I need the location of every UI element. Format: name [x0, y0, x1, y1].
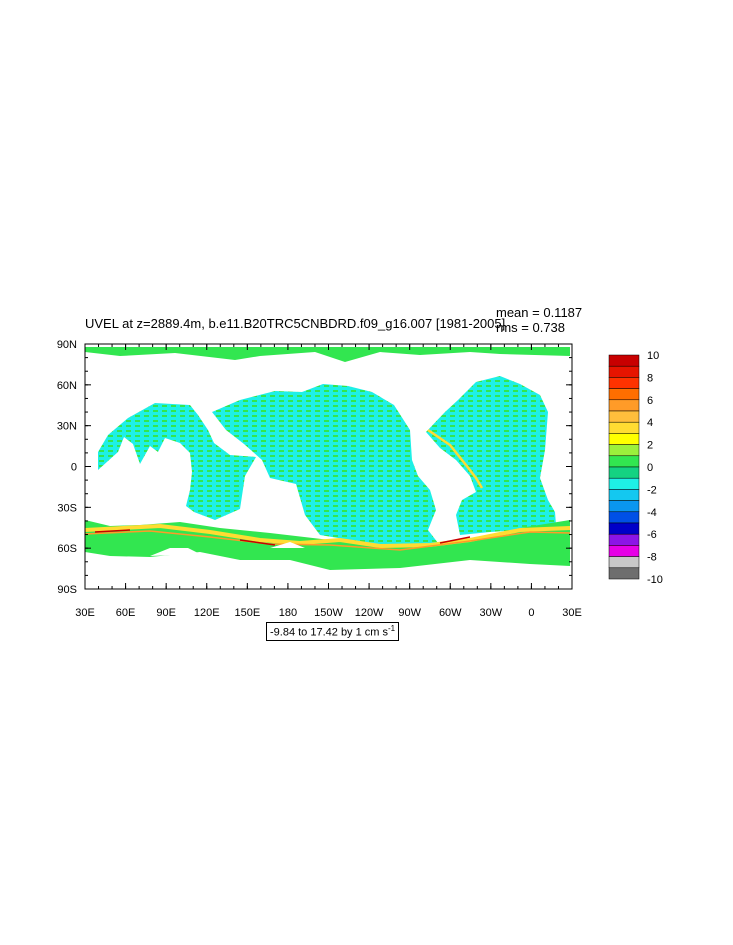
colorbar-label: -4: [647, 507, 657, 519]
y-tick-label: 90S: [57, 584, 77, 596]
colorbar-label: -6: [647, 529, 657, 541]
y-tick-label: 60S: [57, 543, 77, 555]
colorbar-swatch: [608, 444, 640, 457]
unit-exponent: -1: [388, 624, 396, 633]
ocean-field: [85, 347, 571, 570]
y-tick-label: 30S: [57, 502, 77, 514]
colorbar-label: 6: [647, 395, 653, 407]
x-tick-label: 120E: [194, 607, 220, 619]
x-tick-label: 0: [528, 607, 534, 619]
contour-info-box: -9.84 to 17.42 by 1 cm s-1: [266, 622, 400, 641]
colorbar-label: -8: [647, 552, 657, 564]
colorbar-label: 10: [647, 350, 659, 362]
colorbar-swatch: [608, 466, 640, 479]
x-tick-label: 60E: [116, 607, 136, 619]
colorbar-label: -10: [647, 574, 663, 586]
colorbar-label: 4: [647, 417, 653, 429]
colorbar-swatch: [608, 399, 640, 412]
colorbar-swatch: [608, 500, 640, 513]
x-tick-label: 90E: [156, 607, 176, 619]
colorbar-label: 2: [647, 440, 653, 452]
x-tick-label: 60W: [439, 607, 462, 619]
x-tick-label: 120W: [355, 607, 384, 619]
y-tick-label: 0: [71, 462, 77, 474]
rms-label: rms = 0.738: [496, 320, 566, 335]
colorbar: 10 8 6 4 2 0 -2 -4 -6 -8 -10: [608, 350, 663, 586]
x-axis-labels: 30E 60E 90E 120E 150E 180 150W 120W 90W 60W 30W 0 30…: [75, 607, 582, 619]
x-tick-label: 180: [279, 607, 297, 619]
x-tick-label: 150E: [234, 607, 260, 619]
colorbar-swatch: [608, 410, 640, 423]
x-tick-label: 30E: [562, 607, 582, 619]
colorbar-swatch: [608, 545, 640, 557]
axis-ticks: [84, 343, 573, 590]
contour-info-text: -9.84 to 17.42 by 1 cm s: [270, 626, 389, 639]
colorbar-swatch: [608, 533, 640, 546]
y-tick-label: 30N: [57, 421, 77, 433]
y-tick-label: 90N: [57, 339, 77, 351]
colorbar-swatch: [608, 477, 640, 490]
colorbar-label: -2: [647, 484, 657, 496]
colorbar-swatch: [608, 556, 640, 569]
colorbar-label: 8: [647, 372, 653, 384]
mean-label: mean = 0.1187: [496, 305, 583, 320]
colorbar-swatch: [608, 377, 640, 389]
plot-title: UVEL at z=2889.4m, b.e11.B20TRC5CNBDRD.f…: [85, 316, 506, 331]
colorbar-swatch: [608, 455, 640, 468]
colorbar-swatch: [608, 365, 640, 378]
x-tick-label: 90W: [398, 607, 421, 619]
colorbar-swatch: [608, 567, 640, 580]
colorbar-swatch: [608, 354, 640, 367]
colorbar-label: 0: [647, 462, 653, 474]
colorbar-swatch: [608, 511, 640, 524]
y-tick-label: 60N: [57, 380, 77, 392]
colorbar-swatch: [608, 421, 640, 434]
colorbar-swatch: [608, 388, 640, 401]
x-tick-label: 30E: [75, 607, 95, 619]
x-tick-label: 30W: [480, 607, 503, 619]
colorbar-swatch: [608, 522, 640, 535]
x-tick-label: 150W: [314, 607, 343, 619]
colorbar-swatch: [608, 489, 640, 501]
y-axis-labels: 90N 60N 30N 0 30S 60S 90S: [57, 339, 77, 596]
colorbar-swatch: [608, 433, 640, 445]
